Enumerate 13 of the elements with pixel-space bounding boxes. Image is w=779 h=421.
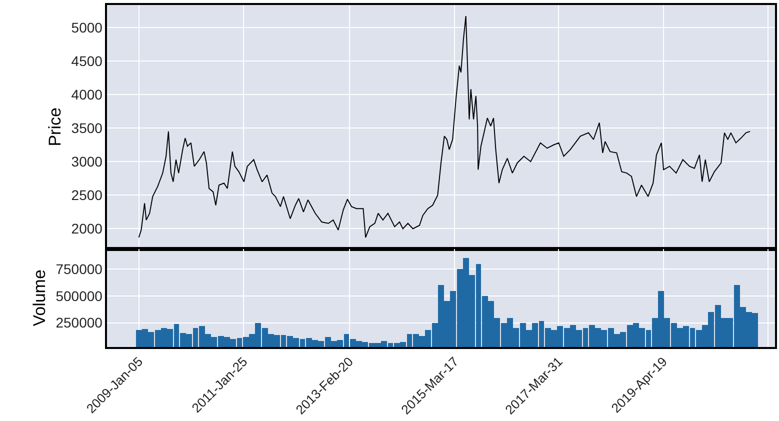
- y-tick-label: 4000: [71, 86, 103, 102]
- y-tick-label: 2000: [71, 220, 103, 237]
- y-tick-label: 4500: [71, 52, 103, 69]
- line-series: [138, 16, 751, 238]
- y-tick-label: 3000: [71, 154, 103, 170]
- y-tick-label: 750000: [56, 260, 103, 277]
- y-tick-label: 3500: [71, 120, 103, 136]
- y-axis-title: Volume: [30, 270, 49, 326]
- y-tick-label: 250000: [56, 314, 103, 331]
- y-tick-label: 500000: [56, 288, 103, 304]
- y-axis-title: Price: [45, 108, 64, 146]
- y-tick-label: 5000: [71, 19, 103, 36]
- y-tick-label: 2500: [71, 187, 103, 204]
